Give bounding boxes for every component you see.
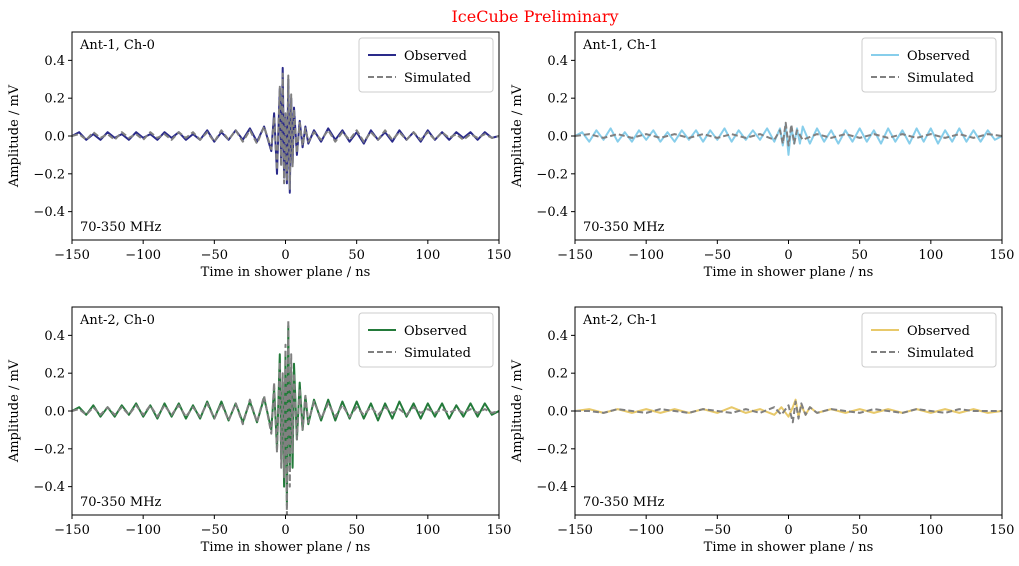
chart-panel-2: −150 −100 −50 0 50 100 150 −0.4 −0.2 0.0 0.2 0.4 Tim… [510, 31, 1015, 280]
x-tick-label: −50 [201, 523, 228, 538]
legend-label-observed: Observed [907, 49, 970, 64]
x-tick-label: −100 [125, 248, 161, 263]
y-tick-label: 0.4 [547, 54, 568, 69]
panel-label: Ant-1, Ch-0 [79, 38, 155, 53]
y-tick-label: 0.0 [547, 405, 568, 420]
chart-panels: −150 −100 −50 0 50 100 150 −0.4 −0.2 0.0 0.2 0.4 Tim… [7, 31, 1015, 555]
legend-label-simulated: Simulated [404, 71, 471, 86]
legend-box [358, 312, 494, 368]
y-tick-label: 0.4 [44, 329, 65, 344]
panel-label: Ant-1, Ch-1 [582, 38, 658, 53]
x-tick-label: 150 [990, 523, 1015, 538]
y-tick-label: 0.2 [44, 92, 65, 107]
x-tick-label: −150 [557, 248, 593, 263]
y-tick-label: −0.4 [33, 205, 65, 220]
y-tick-label: 0.2 [547, 367, 568, 382]
x-tick-label: 100 [415, 523, 440, 538]
chart-panel-4: −150 −100 −50 0 50 100 150 −0.4 −0.2 0.0 0.2 0.4 Tim… [510, 306, 1015, 555]
x-tick-label: 150 [990, 248, 1015, 263]
x-tick-label: 0 [281, 523, 289, 538]
y-tick-label: 0.4 [547, 329, 568, 344]
series-line-simulated [575, 400, 1002, 424]
y-tick-label: −0.2 [33, 442, 65, 457]
y-axis-label: Amplitude / mV [7, 359, 22, 463]
frequency-band-annotation: 70-350 MHz [583, 220, 665, 235]
y-tick-label: −0.2 [33, 167, 65, 182]
legend: Observed Simulated [358, 312, 494, 368]
legend: Observed Simulated [861, 312, 997, 368]
y-tick-label: 0.0 [44, 405, 65, 420]
x-axis-label: Time in shower plane / ns [704, 265, 874, 280]
y-tick-label: −0.4 [33, 480, 65, 495]
legend-label-observed: Observed [404, 49, 467, 64]
y-axis-label: Amplitude / mV [510, 359, 525, 463]
y-tick-label: 0.2 [44, 367, 65, 382]
legend-label-simulated: Simulated [907, 346, 974, 361]
y-tick-label: 0.0 [44, 130, 65, 145]
x-tick-label: 100 [918, 248, 943, 263]
x-axis-label: Time in shower plane / ns [201, 265, 371, 280]
x-tick-label: 50 [348, 248, 365, 263]
legend-label-observed: Observed [404, 324, 467, 339]
x-tick-label: 150 [487, 248, 512, 263]
legend-label-simulated: Simulated [404, 346, 471, 361]
x-tick-label: 100 [415, 248, 440, 263]
x-tick-label: −100 [628, 523, 664, 538]
frequency-band-annotation: 70-350 MHz [80, 495, 162, 510]
y-tick-label: −0.4 [536, 480, 568, 495]
y-tick-label: 0.0 [547, 130, 568, 145]
y-axis-label: Amplitude / mV [7, 84, 22, 188]
legend-label-simulated: Simulated [907, 71, 974, 86]
y-tick-label: −0.2 [536, 167, 568, 182]
y-tick-label: −0.4 [536, 205, 568, 220]
legend: Observed Simulated [861, 37, 997, 93]
x-tick-label: −150 [54, 248, 90, 263]
x-tick-label: −50 [704, 523, 731, 538]
series-line-simulated [72, 72, 499, 190]
chart-panel-1: −150 −100 −50 0 50 100 150 −0.4 −0.2 0.0 0.2 0.4 Tim… [7, 31, 512, 280]
x-tick-label: −150 [557, 523, 593, 538]
x-tick-label: −50 [704, 248, 731, 263]
x-tick-label: 50 [851, 248, 868, 263]
x-tick-label: 100 [918, 523, 943, 538]
legend-label-observed: Observed [907, 324, 970, 339]
x-tick-label: 50 [348, 523, 365, 538]
figure-title: IceCube Preliminary [451, 7, 618, 26]
x-tick-label: −50 [201, 248, 228, 263]
y-tick-label: 0.4 [44, 54, 65, 69]
legend-box [861, 37, 997, 93]
x-tick-label: −100 [628, 248, 664, 263]
x-tick-label: 0 [784, 523, 792, 538]
panel-label: Ant-2, Ch-1 [582, 313, 658, 328]
panel-label: Ant-2, Ch-0 [79, 313, 155, 328]
x-tick-label: 150 [487, 523, 512, 538]
legend-box [358, 37, 494, 93]
y-tick-label: −0.2 [536, 442, 568, 457]
x-axis-label: Time in shower plane / ns [704, 540, 874, 555]
frequency-band-annotation: 70-350 MHz [583, 495, 665, 510]
series-line-simulated [72, 319, 499, 515]
y-axis-label: Amplitude / mV [510, 84, 525, 188]
legend-box [861, 312, 997, 368]
frequency-band-annotation: 70-350 MHz [80, 220, 162, 235]
x-tick-label: 0 [784, 248, 792, 263]
x-axis-label: Time in shower plane / ns [201, 540, 371, 555]
x-tick-label: −100 [125, 523, 161, 538]
series-line-simulated [575, 121, 1002, 147]
x-tick-label: 50 [851, 523, 868, 538]
chart-panel-3: −150 −100 −50 0 50 100 150 −0.4 −0.2 0.0 0.2 0.4 Tim… [7, 306, 512, 555]
x-tick-label: −150 [54, 523, 90, 538]
x-tick-label: 0 [281, 248, 289, 263]
y-tick-label: 0.2 [547, 92, 568, 107]
legend: Observed Simulated [358, 37, 494, 93]
